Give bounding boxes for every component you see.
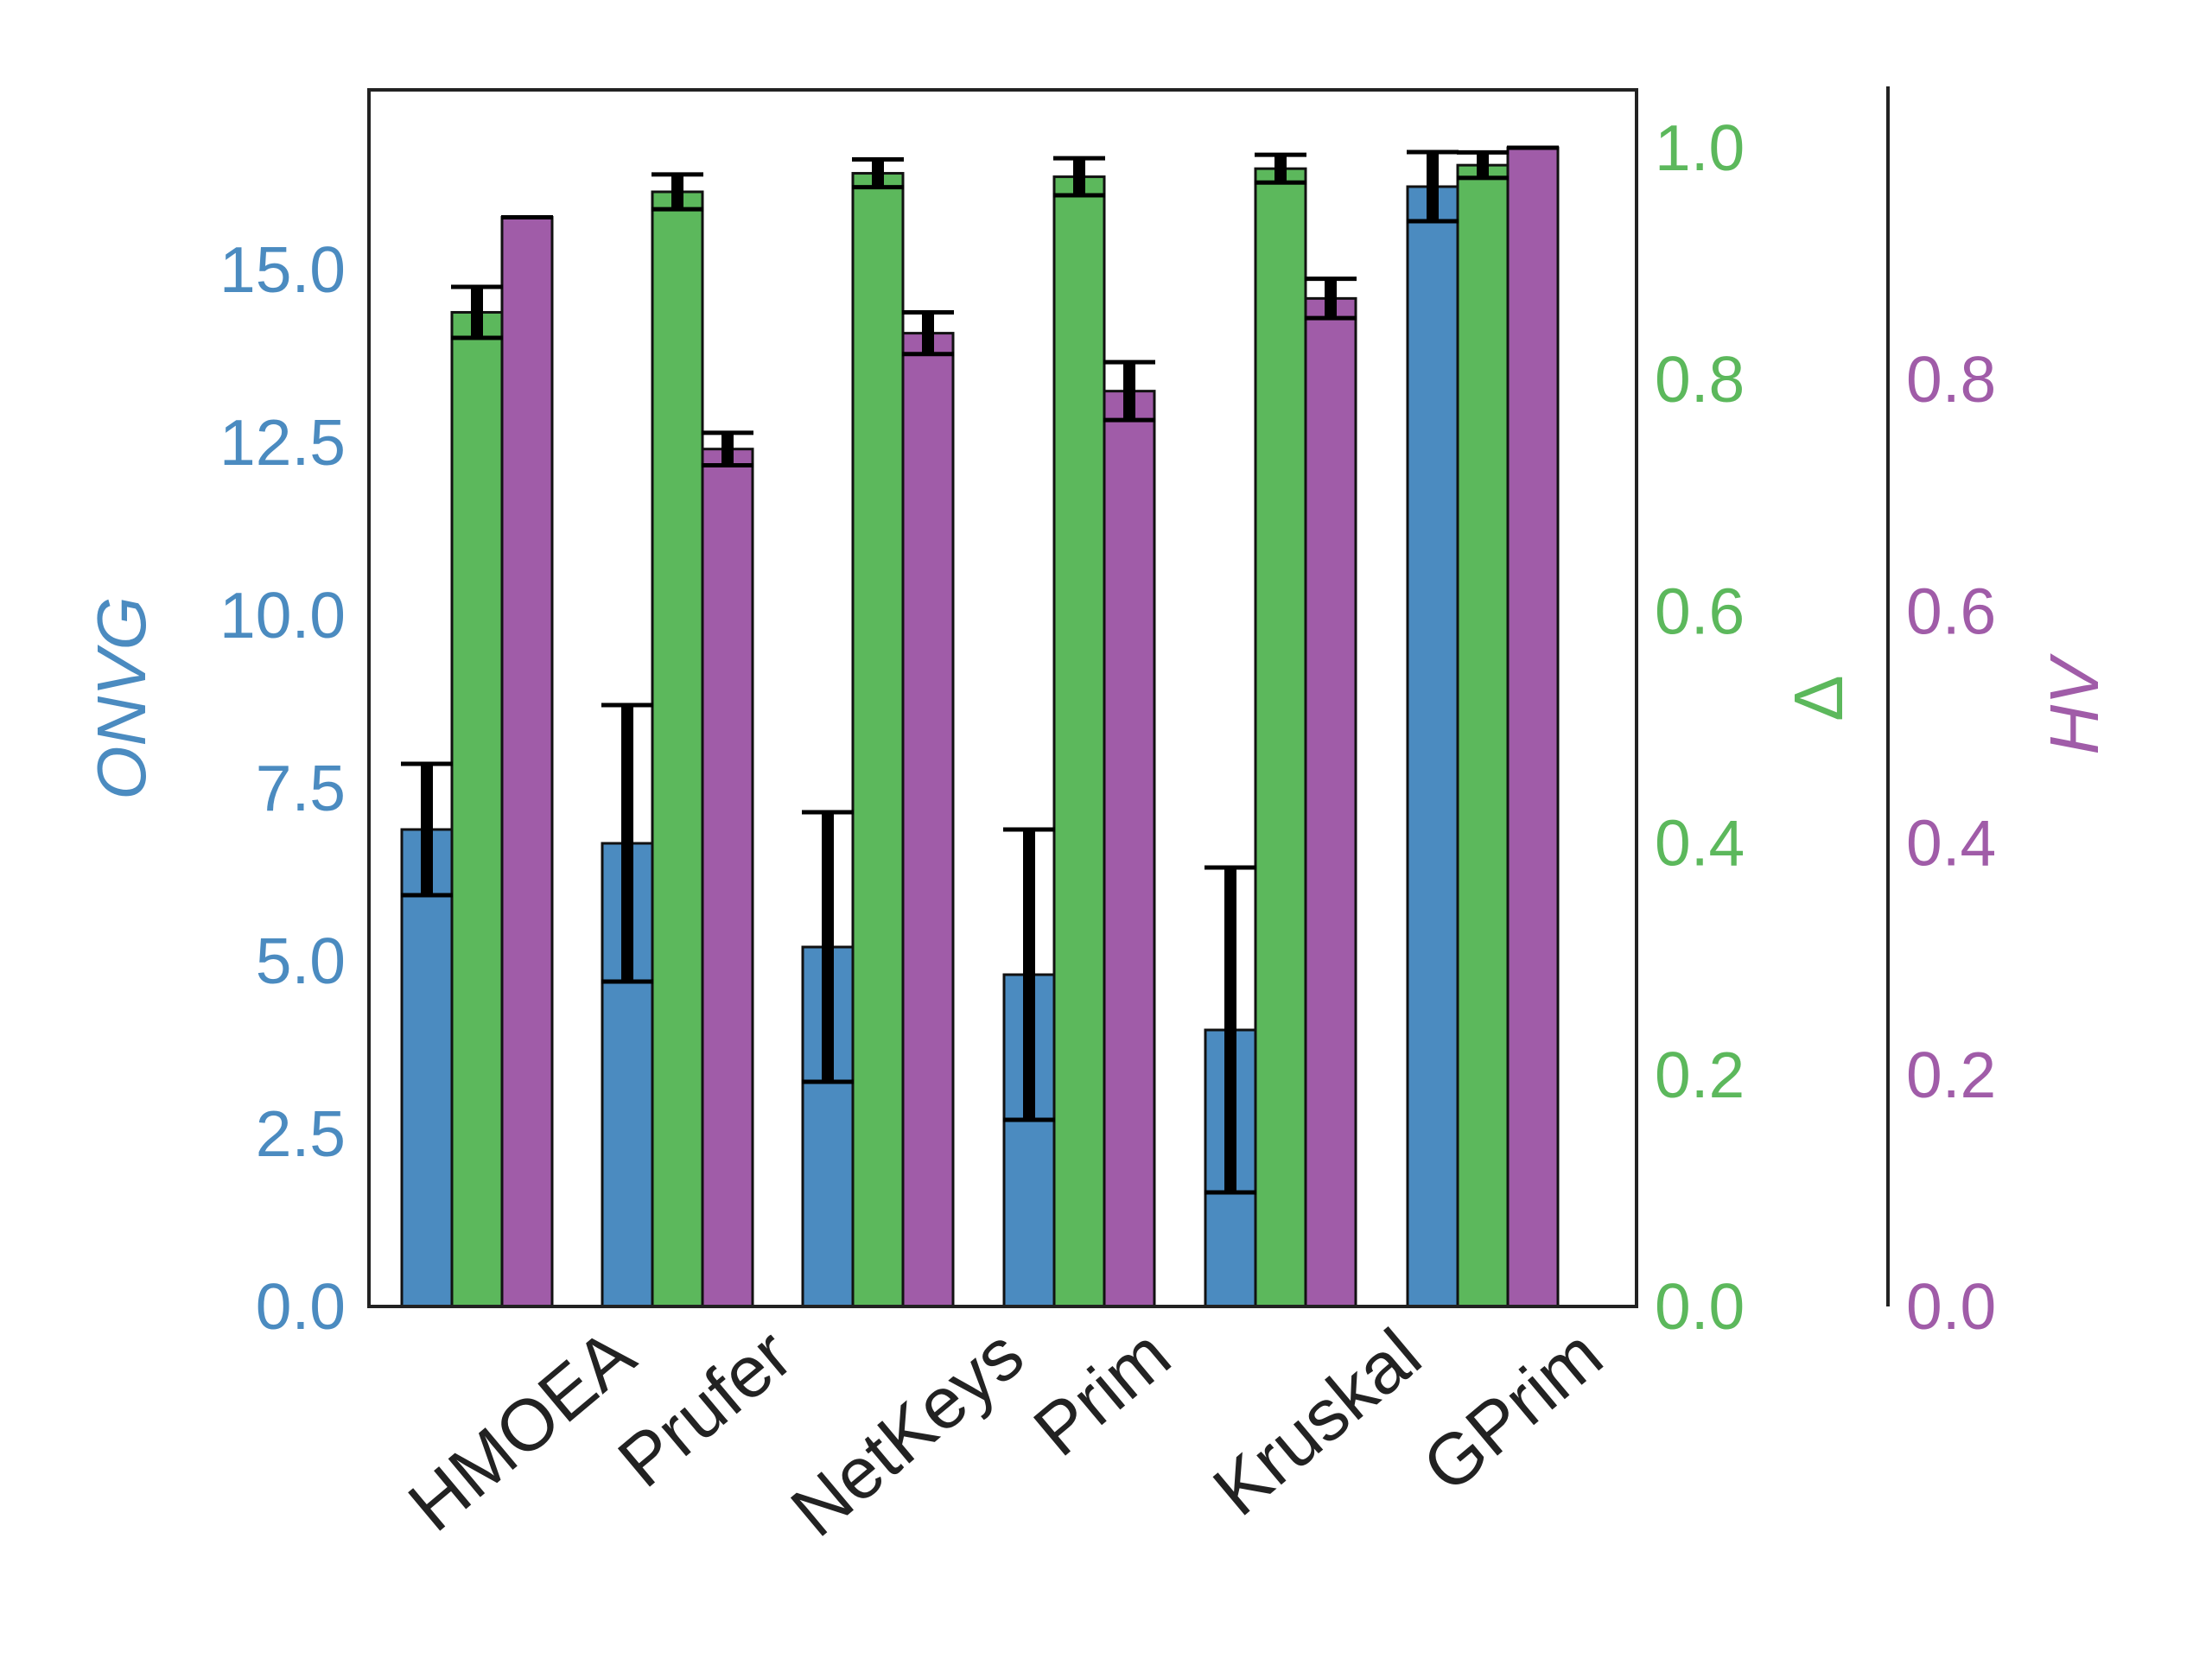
category-label-kruskal: Kruskal	[1198, 1313, 1436, 1531]
error-bar-delta-prufer	[652, 172, 703, 212]
error-bar-delta-prim	[1053, 156, 1105, 198]
bar-onvg-gprim	[1406, 185, 1459, 1308]
delta-tick-label: 0.0	[1655, 1270, 1745, 1343]
error-bar-onvg-kruskal	[1205, 865, 1256, 1195]
tick-labels-layer: 0.0 2.5 5.0 7.5 10.0 12.5 15.0 0.0 0.2 0.4 0.6 0.8 1…	[219, 111, 1996, 1343]
category-label-gprim: GPrim	[1408, 1313, 1618, 1508]
bar-hv-gprim	[1506, 146, 1560, 1308]
onvg-tick-label: 0.0	[256, 1270, 346, 1343]
onvg-tick-label: 12.5	[219, 406, 346, 479]
bar-delta-hmoea	[450, 310, 504, 1308]
hv-tick-label: 0.4	[1906, 807, 1996, 880]
plot-frame	[367, 88, 1638, 1308]
onvg-tick-label: 15.0	[219, 233, 346, 306]
delta-tick-label: 1.0	[1655, 111, 1745, 184]
delta-tick-label: 0.2	[1655, 1039, 1745, 1111]
category-label-netkeys: NetKeys	[776, 1313, 1039, 1552]
error-bar-hv-netkeys	[902, 309, 954, 357]
onvg-tick-label: 10.0	[219, 579, 346, 652]
bar-delta-gprim	[1456, 163, 1510, 1308]
hv-tick-label: 0.2	[1906, 1039, 1996, 1111]
bar-delta-kruskal	[1254, 167, 1307, 1308]
error-bar-hv-prim	[1103, 359, 1155, 423]
bar-delta-prufer	[651, 190, 704, 1308]
hv-tick-label: 0.8	[1906, 343, 1996, 416]
error-bar-hv-prufer	[702, 430, 753, 467]
onvg-tick-label: 2.5	[256, 1097, 346, 1170]
hv-tick-label: 0.6	[1906, 575, 1996, 647]
bar-hv-prim	[1103, 390, 1156, 1308]
onvg-tick-label: 5.0	[256, 925, 346, 997]
bars-layer	[400, 146, 1560, 1308]
error-bar-onvg-netkeys	[802, 810, 854, 1084]
hv-axis-title: HV	[2036, 653, 2113, 755]
category-label-hmoea: HMOEA	[393, 1313, 649, 1547]
delta-tick-label: 0.4	[1655, 807, 1745, 880]
error-bar-delta-kruskal	[1255, 152, 1306, 185]
bar-onvg-hmoea	[400, 828, 454, 1308]
error-bar-onvg-hmoea	[401, 761, 453, 898]
error-bar-onvg-prim	[1003, 827, 1055, 1122]
error-bar-onvg-prufer	[601, 702, 653, 984]
error-bar-hv-kruskal	[1305, 276, 1357, 321]
onvg-axis-title: ONVG	[83, 596, 160, 800]
delta-tick-label: 0.6	[1655, 575, 1745, 647]
error-bars-layer	[401, 145, 1559, 1195]
error-bar-onvg-gprim	[1407, 149, 1459, 224]
bar-hv-hmoea	[500, 216, 554, 1308]
delta-tick-label: 0.8	[1655, 343, 1745, 416]
bar-hv-prufer	[701, 448, 754, 1308]
error-bar-delta-netkeys	[852, 156, 904, 190]
bar-delta-prim	[1052, 175, 1106, 1308]
error-bar-delta-hmoea	[451, 284, 503, 340]
error-bar-delta-gprim	[1457, 149, 1509, 181]
category-label-prufer: Prufer	[603, 1313, 807, 1503]
delta-axis-title: Δ	[1780, 675, 1857, 721]
bar-delta-netkeys	[851, 172, 905, 1308]
bar-hv-netkeys	[901, 332, 955, 1308]
onvg-tick-label: 7.5	[256, 752, 346, 824]
bar-hv-kruskal	[1304, 296, 1357, 1308]
hv-tick-label: 0.0	[1906, 1270, 1996, 1343]
category-label-prim: Prim	[1019, 1313, 1185, 1471]
